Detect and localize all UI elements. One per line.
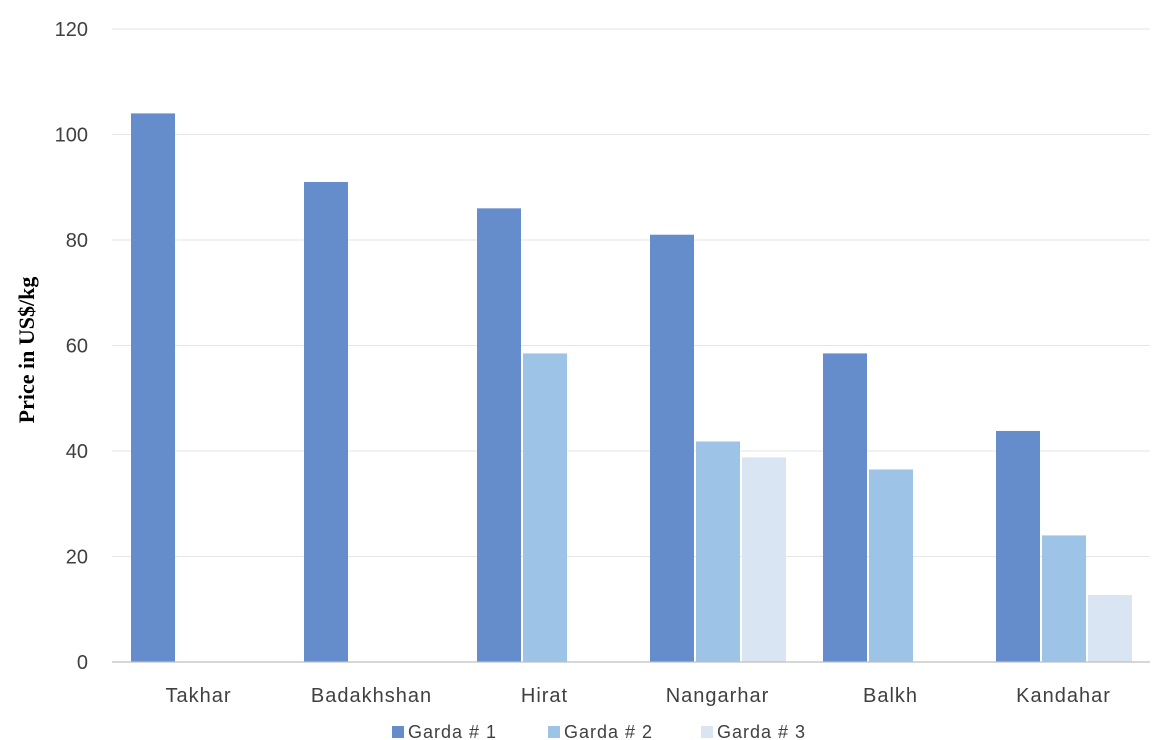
x-tick-label: Balkh xyxy=(863,685,918,707)
bars xyxy=(131,113,1132,662)
x-axis-categories: Takhar Badakhshan Hirat Nangarhar Balkh Kanda… xyxy=(165,685,1111,707)
y-tick-label: 40 xyxy=(66,441,88,463)
legend-swatch xyxy=(392,726,404,738)
bar-badakhshan-series-1 xyxy=(304,181,348,662)
legend-swatch xyxy=(701,726,713,738)
legend: Garda # 1 Garda # 2 Garda # 3 xyxy=(392,722,806,740)
bar-hirat-series-1 xyxy=(477,208,521,662)
bar-balkh-series-2 xyxy=(869,469,913,662)
legend-label: Garda # 3 xyxy=(717,722,806,740)
bar-nangarhar-series-1 xyxy=(650,234,694,662)
y-tick-label: 100 xyxy=(55,125,88,147)
x-tick-label: Nangarhar xyxy=(666,685,770,707)
legend-swatch xyxy=(548,726,560,738)
y-tick-label: 0 xyxy=(77,652,88,674)
x-tick-label: Badakhshan xyxy=(311,685,432,707)
bar-kandahar-series-1 xyxy=(996,430,1040,662)
x-tick-label: Hirat xyxy=(521,685,568,707)
bar-kandahar-series-3 xyxy=(1088,595,1132,662)
bar-nangarhar-series-3 xyxy=(742,457,786,662)
y-tick-label: 20 xyxy=(66,547,88,569)
bar-takhar-series-1 xyxy=(131,113,175,662)
y-tick-label: 60 xyxy=(66,336,88,358)
gridlines xyxy=(112,28,1150,557)
y-tick-label: 120 xyxy=(55,19,88,41)
y-tick-label: 80 xyxy=(66,230,88,252)
bar-nangarhar-series-2 xyxy=(696,441,740,662)
y-axis-ticks: 0 20 40 60 80 100 120 xyxy=(55,19,88,674)
x-tick-label: Kandahar xyxy=(1016,685,1111,707)
x-tick-label: Takhar xyxy=(165,685,231,707)
bar-balkh-series-1 xyxy=(823,353,867,662)
bar-kandahar-series-2 xyxy=(1042,535,1086,662)
y-axis-label: Price in US$/kg xyxy=(14,277,39,424)
legend-label: Garda # 2 xyxy=(564,722,653,740)
legend-label: Garda # 1 xyxy=(408,722,497,740)
bar-hirat-series-2 xyxy=(523,353,567,662)
